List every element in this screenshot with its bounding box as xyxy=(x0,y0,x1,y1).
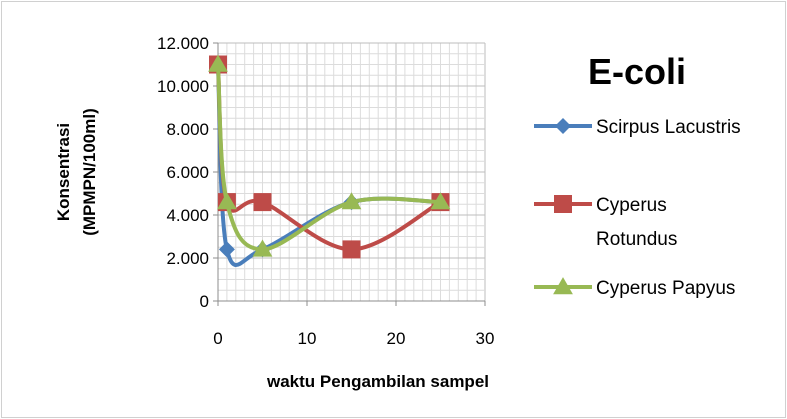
x-tick-label: 10 xyxy=(298,329,317,348)
y-tick-label: 12.000 xyxy=(157,34,209,53)
series-line xyxy=(216,64,441,267)
data-point-triangle xyxy=(217,192,237,210)
y-tick-label: 4.000 xyxy=(166,206,209,225)
legend-marker-diamond xyxy=(555,118,571,134)
data-point-triangle xyxy=(208,54,228,72)
data-point-triangle xyxy=(430,192,451,210)
legend-entry: Scirpus Lacustris xyxy=(534,117,741,138)
x-tick-label: 0 xyxy=(213,329,222,348)
tick-labels: 0 2.000 4.000 6.000 8.000 10.000 12.000 0 10 20 30 xyxy=(157,34,494,348)
y-tick-label: 0 xyxy=(200,292,209,311)
legend-entry: Cyperus Rotundus xyxy=(534,195,677,250)
y-axis-title-line1: Konsentrasi xyxy=(54,123,73,221)
legend-label: Cyperus Papyus xyxy=(596,278,735,299)
data-point-diamond xyxy=(218,241,235,258)
legend-marker-square xyxy=(554,195,572,213)
data-point-triangle xyxy=(252,239,273,257)
data-point-square xyxy=(253,193,272,212)
x-axis-title: waktu Pengambilan sampel xyxy=(266,372,489,391)
x-tick-label: 30 xyxy=(476,329,495,348)
legend-label: Cyperus xyxy=(596,195,667,216)
series-layer xyxy=(208,54,451,267)
legend-label: Scirpus Lacustris xyxy=(596,117,741,138)
y-tick-label: 10.000 xyxy=(157,77,209,96)
y-tick-label: 2.000 xyxy=(166,249,209,268)
gridlines xyxy=(217,42,486,302)
x-tick-label: 20 xyxy=(387,329,406,348)
chart-title: E-coli xyxy=(588,51,686,92)
series-line xyxy=(216,64,441,252)
legend-entry: Cyperus Papyus xyxy=(534,277,735,299)
series-cyperus-papyus xyxy=(208,54,451,257)
legend-marker-triangle xyxy=(553,277,573,295)
y-tick-label: 8.000 xyxy=(166,120,209,139)
series-line xyxy=(216,64,442,252)
legend: Scirpus Lacustris Cyperus Rotundus Cyperus … xyxy=(534,117,741,299)
y-axis-title-line2: (MPMPN/100ml) xyxy=(80,108,99,236)
y-tick-label: 6.000 xyxy=(166,163,209,182)
data-point-triangle xyxy=(341,192,362,210)
legend-label: Rotundus xyxy=(596,229,677,250)
data-point-square xyxy=(342,240,361,259)
